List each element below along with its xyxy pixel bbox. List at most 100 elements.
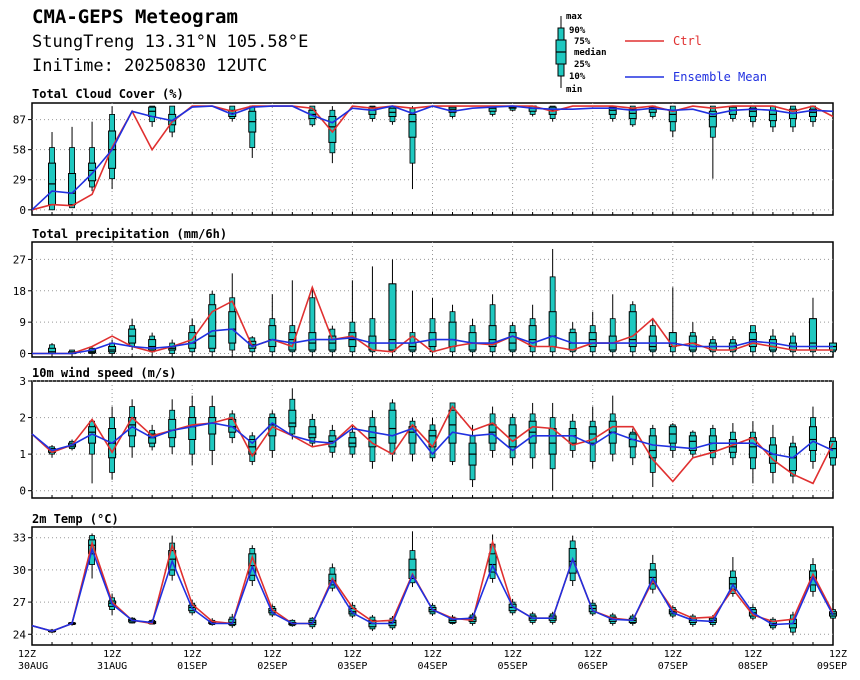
box-whisker	[648, 318, 657, 354]
panel-3	[28, 526, 837, 646]
box-p25-p75	[548, 311, 557, 348]
x-tick-date: 04SEP	[417, 661, 447, 672]
box-whisker	[508, 322, 517, 354]
legend-box-label: 90%	[569, 26, 586, 36]
box-p25-p75	[308, 332, 317, 351]
x-tick-hour: 12Z	[504, 649, 522, 660]
legend-box-label: 25%	[574, 60, 591, 70]
box-whisker	[768, 329, 777, 354]
x-tick-hour: 12Z	[18, 649, 36, 660]
box-p25-p75	[88, 162, 97, 182]
box-whisker	[68, 126, 77, 209]
box-whisker	[408, 290, 417, 354]
ensemble-mean-line	[32, 328, 833, 355]
legend-mean-label: Ensemble Mean	[673, 70, 767, 84]
y-tick-label: 0	[19, 348, 26, 361]
y-tick-label: 29	[13, 174, 26, 187]
box-p25-p75	[208, 417, 217, 435]
legend-box-label: 75%	[574, 37, 591, 47]
legend-box-label: median	[574, 47, 607, 58]
box-whisker	[648, 554, 657, 594]
box-whisker	[748, 105, 757, 127]
init-time: IniTime: 20250830 12UTC	[32, 56, 268, 76]
x-tick-hour: 12Z	[584, 649, 602, 660]
legend-box-label: 10%	[569, 72, 586, 82]
box-p25-p75	[628, 311, 637, 348]
box-whisker	[128, 318, 137, 351]
panel-1	[28, 241, 837, 358]
ctrl-line	[32, 284, 833, 355]
box-whisker	[668, 423, 677, 458]
box-whisker	[348, 424, 357, 458]
box-p25-p75	[488, 553, 497, 573]
box-p10-p90	[609, 318, 616, 353]
ensemble-mean-line	[31, 105, 834, 211]
ensemble-mean-line	[31, 421, 834, 459]
box-p10-p90	[309, 297, 316, 353]
box-p25-p75	[208, 304, 217, 349]
x-tick-hour: 12Z	[263, 649, 281, 660]
box-whisker	[248, 105, 257, 158]
box-whisker	[388, 105, 397, 125]
box-whisker	[468, 424, 477, 488]
y-tick-label: 1	[19, 448, 26, 461]
box-whisker	[728, 105, 737, 122]
box-p25-p75	[808, 318, 817, 351]
box-p25-p75	[348, 437, 357, 448]
y-tick-label: 18	[13, 285, 26, 298]
y-tick-label: 3	[19, 375, 26, 388]
x-tick-hour: 12Z	[829, 649, 847, 660]
box-whisker	[588, 406, 597, 469]
y-tick-label: 30	[13, 564, 26, 577]
panel-title: 2m Temp (°C)	[32, 512, 119, 526]
box-p25-p75	[188, 417, 197, 440]
box-whisker	[728, 336, 737, 354]
x-tick-hour: 12Z	[183, 649, 201, 660]
x-tick-hour: 12Z	[343, 649, 361, 660]
box-p25-p75	[68, 173, 77, 206]
box-whisker	[788, 435, 797, 484]
box-p25-p75	[748, 107, 757, 117]
box-whisker	[808, 406, 817, 469]
chart-title: CMA-GEPS Meteogram	[32, 6, 238, 28]
y-tick-label: 2	[19, 412, 26, 425]
box-whisker	[48, 132, 57, 211]
box-whisker	[188, 395, 197, 466]
box-whisker	[808, 297, 817, 354]
box-p25-p75	[88, 539, 97, 555]
legend-box-label: min	[566, 84, 582, 95]
legend-ctrl-label: Ctrl	[673, 34, 702, 48]
box-p25-p75	[168, 418, 177, 439]
box-whisker	[648, 424, 657, 488]
box-whisker	[829, 432, 837, 473]
x-tick-hour: 12Z	[423, 649, 441, 660]
box-p25-p75	[648, 435, 657, 459]
x-tick-date: 09SEP	[817, 661, 847, 672]
x-tick-date: 03SEP	[337, 661, 367, 672]
ensemble-mean-line	[31, 546, 834, 632]
y-tick-label: 0	[19, 204, 26, 217]
box-whisker	[688, 430, 697, 458]
y-tick-label: 87	[13, 114, 26, 127]
x-tick-date: 31AUG	[97, 661, 127, 672]
box-p25-p75	[668, 426, 677, 444]
box-p25-p75	[408, 113, 417, 138]
box-p25-p75	[488, 325, 497, 348]
y-tick-label: 24	[13, 628, 27, 641]
box-whisker	[388, 259, 397, 354]
box-p25-p75	[148, 339, 157, 351]
box-whisker	[248, 432, 257, 466]
box-p25-p75	[768, 339, 777, 351]
x-tick-hour: 12Z	[103, 649, 121, 660]
box-whisker	[308, 287, 317, 354]
box-whisker	[628, 428, 637, 466]
panel-title: Total Cloud Cover (%)	[32, 87, 184, 101]
box-whisker	[88, 419, 97, 484]
y-tick-label: 9	[19, 316, 26, 329]
box-whisker	[208, 395, 217, 466]
box-whisker	[88, 121, 97, 192]
box-p25-p75	[448, 409, 457, 444]
y-tick-label: 0	[19, 485, 26, 498]
box-whisker	[448, 105, 457, 119]
box-whisker	[348, 280, 357, 354]
